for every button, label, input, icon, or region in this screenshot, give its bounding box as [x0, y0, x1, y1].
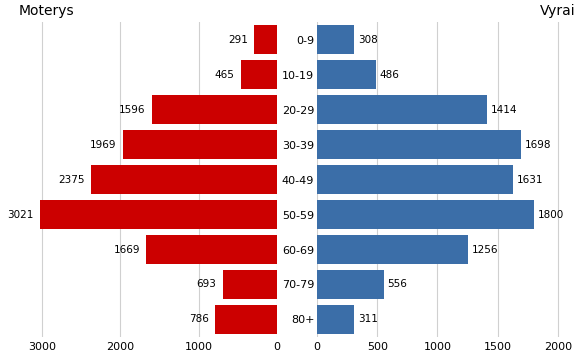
- Text: 1596: 1596: [119, 105, 146, 115]
- Text: 1698: 1698: [525, 140, 552, 150]
- Bar: [241, 60, 277, 89]
- Text: 291: 291: [228, 35, 248, 44]
- Text: 693: 693: [197, 279, 216, 289]
- Text: 2375: 2375: [58, 174, 85, 184]
- Text: 486: 486: [379, 69, 399, 80]
- Bar: [317, 95, 487, 124]
- Bar: [90, 165, 277, 194]
- Text: 786: 786: [189, 314, 209, 324]
- Text: 556: 556: [387, 279, 408, 289]
- Bar: [317, 60, 375, 89]
- Bar: [317, 200, 534, 229]
- Text: 465: 465: [215, 69, 234, 80]
- Text: 1669: 1669: [113, 245, 140, 255]
- Text: 311: 311: [358, 314, 378, 324]
- Bar: [152, 95, 277, 124]
- Text: Vyrai: Vyrai: [540, 4, 576, 18]
- Text: 1256: 1256: [472, 245, 498, 255]
- Bar: [317, 25, 354, 54]
- Bar: [317, 235, 468, 264]
- Bar: [122, 130, 277, 159]
- Bar: [317, 165, 513, 194]
- Text: 308: 308: [358, 35, 378, 44]
- Bar: [146, 235, 277, 264]
- Text: 1800: 1800: [537, 210, 564, 220]
- Bar: [254, 25, 277, 54]
- Bar: [317, 305, 354, 334]
- Text: 1631: 1631: [517, 174, 543, 184]
- Bar: [317, 130, 521, 159]
- Bar: [40, 200, 277, 229]
- Bar: [317, 270, 384, 299]
- Text: 1414: 1414: [491, 105, 517, 115]
- Bar: [223, 270, 277, 299]
- Text: 3021: 3021: [8, 210, 34, 220]
- Text: 1969: 1969: [90, 140, 117, 150]
- Bar: [215, 305, 277, 334]
- Text: Moterys: Moterys: [18, 4, 74, 18]
